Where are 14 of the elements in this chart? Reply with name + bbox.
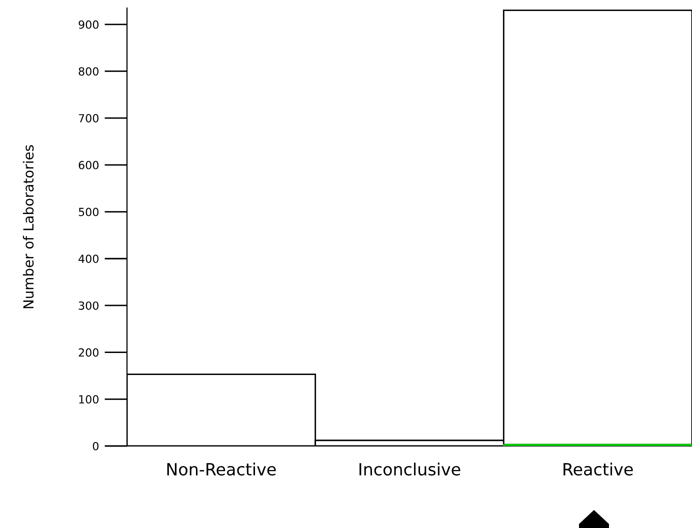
x-tick-label: Reactive [564, 462, 633, 476]
y-tick-label: 200 [78, 348, 98, 357]
y-tick-label: 600 [78, 160, 98, 170]
y-tick-label: 900 [78, 20, 98, 29]
y-tick-label: 700 [78, 114, 98, 122]
y-tick-label: 500 [78, 208, 98, 216]
y-tick-label: 0 [92, 442, 98, 450]
y-axis-title: Number of Laboratories [22, 145, 34, 308]
x-tick-label: Inconclusive [360, 462, 460, 476]
y-tick-label: 400 [78, 254, 98, 263]
y-tick-label: 100 [79, 395, 98, 404]
y-tick-label: 300 [78, 301, 98, 310]
y-tick-label: 800 [78, 67, 98, 76]
x-tick-label: Non-Reactive [167, 462, 276, 476]
